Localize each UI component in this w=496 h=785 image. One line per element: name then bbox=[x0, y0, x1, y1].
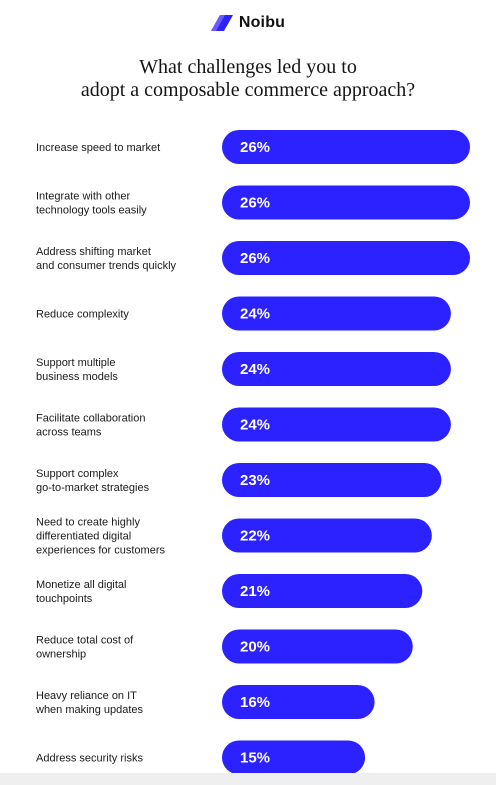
category-label-line: Need to create highly bbox=[36, 517, 140, 529]
category-label-line: across teams bbox=[36, 427, 102, 439]
bar-value-label: 26% bbox=[240, 195, 270, 212]
category-label: Address shifting market and consumer tren… bbox=[36, 246, 177, 272]
bottom-strip bbox=[0, 773, 496, 785]
bar bbox=[222, 296, 451, 331]
category-label-line: differentiated digital bbox=[36, 531, 131, 543]
bar bbox=[222, 407, 451, 442]
bar bbox=[222, 740, 366, 775]
brand-header: Noibu bbox=[0, 14, 496, 32]
chart-title: What challenges led you to adopt a compo… bbox=[0, 56, 496, 102]
bar-value-label: 24% bbox=[240, 361, 270, 378]
bar-row: 16% Heavy reliance on IT when making updat… bbox=[35, 685, 375, 719]
category-label-line: when making updates bbox=[35, 704, 144, 716]
category-label-line: Monetize all digital bbox=[36, 579, 127, 591]
category-label: Address security risks bbox=[36, 753, 143, 765]
bar-value-label: 15% bbox=[240, 750, 270, 767]
category-label-line: Increase speed to market bbox=[36, 142, 160, 154]
category-label-line: ownership bbox=[36, 649, 86, 661]
bar-value-label: 26% bbox=[240, 139, 270, 156]
category-label-line: go-to-market strategies bbox=[36, 482, 150, 494]
bar-row: 26% Integrate with other technology tools … bbox=[36, 185, 470, 220]
bar-row: 26% Increase speed to market bbox=[36, 130, 470, 164]
category-label: Facilitate collaboration across teams bbox=[36, 413, 145, 439]
category-label-line: Support complex bbox=[36, 468, 119, 480]
bar-row: 23% Support complex go-to-market strategie… bbox=[36, 463, 442, 497]
category-label-line: Reduce complexity bbox=[36, 309, 129, 321]
bar-row: 24% Support multiple business models bbox=[36, 352, 451, 386]
category-label: Integrate with other technology tools eas… bbox=[36, 191, 147, 217]
bar bbox=[222, 463, 442, 497]
bar-row: 20% Reduce total cost of ownership bbox=[36, 629, 413, 664]
bar-value-label: 24% bbox=[240, 417, 270, 434]
category-label: Reduce total cost of ownership bbox=[36, 635, 134, 661]
bar-row: 22% Need to create highly differentiated d… bbox=[36, 517, 432, 557]
chart-title-line-2: adopt a composable commerce approach? bbox=[80, 79, 416, 101]
bar bbox=[222, 241, 470, 275]
category-label: Need to create highly differentiated digi… bbox=[36, 517, 165, 557]
bar bbox=[222, 574, 423, 608]
bar-row: 24% Reduce complexity bbox=[36, 296, 451, 331]
bar bbox=[222, 185, 470, 220]
bar-value-label: 23% bbox=[240, 472, 270, 489]
category-label-line: Reduce total cost of bbox=[36, 635, 134, 647]
bar bbox=[222, 629, 413, 664]
noibu-logo-icon bbox=[210, 15, 233, 31]
category-label-line: and consumer trends quickly bbox=[36, 260, 177, 272]
category-label-line: Facilitate collaboration bbox=[36, 413, 145, 425]
bar-row: 15% Address security risks bbox=[36, 740, 366, 775]
category-label: Heavy reliance on IT when making updates bbox=[35, 690, 144, 716]
category-label: Reduce complexity bbox=[36, 309, 129, 321]
category-label: Support multiple business models bbox=[36, 357, 118, 383]
bar-value-label: 20% bbox=[240, 639, 270, 656]
category-label-line: Support multiple bbox=[36, 357, 116, 369]
category-label-line: experiences for customers bbox=[36, 545, 165, 557]
category-label-line: Address security risks bbox=[36, 753, 143, 765]
bar bbox=[222, 352, 451, 386]
category-label-line: Integrate with other bbox=[36, 191, 131, 203]
bar-row: 26% Address shifting market and consumer t… bbox=[36, 241, 470, 275]
category-label-line: Address shifting market bbox=[36, 246, 151, 258]
category-label-line: business models bbox=[36, 371, 118, 383]
bar-value-label: 21% bbox=[240, 583, 270, 600]
category-label: Increase speed to market bbox=[36, 142, 160, 154]
bar-value-label: 22% bbox=[240, 528, 270, 545]
bar-row: 21% Monetize all digital touchpoints bbox=[36, 574, 423, 608]
bar-value-label: 16% bbox=[240, 694, 270, 711]
bar bbox=[222, 518, 432, 553]
category-label-line: technology tools easily bbox=[36, 205, 147, 217]
chart-title-line-1: What challenges led you to bbox=[139, 56, 357, 78]
bar bbox=[222, 130, 470, 164]
bar-value-label: 26% bbox=[240, 250, 270, 267]
category-label-line: Heavy reliance on IT bbox=[36, 690, 137, 702]
bar-row: 24% Facilitate collaboration across teams bbox=[36, 407, 451, 442]
category-label: Monetize all digital touchpoints bbox=[36, 579, 127, 605]
category-label: Support complex go-to-market strategies bbox=[36, 468, 150, 494]
bar-value-label: 24% bbox=[240, 306, 270, 323]
category-label-line: touchpoints bbox=[36, 593, 93, 605]
bar bbox=[222, 685, 375, 719]
brand-name: Noibu bbox=[238, 14, 286, 31]
